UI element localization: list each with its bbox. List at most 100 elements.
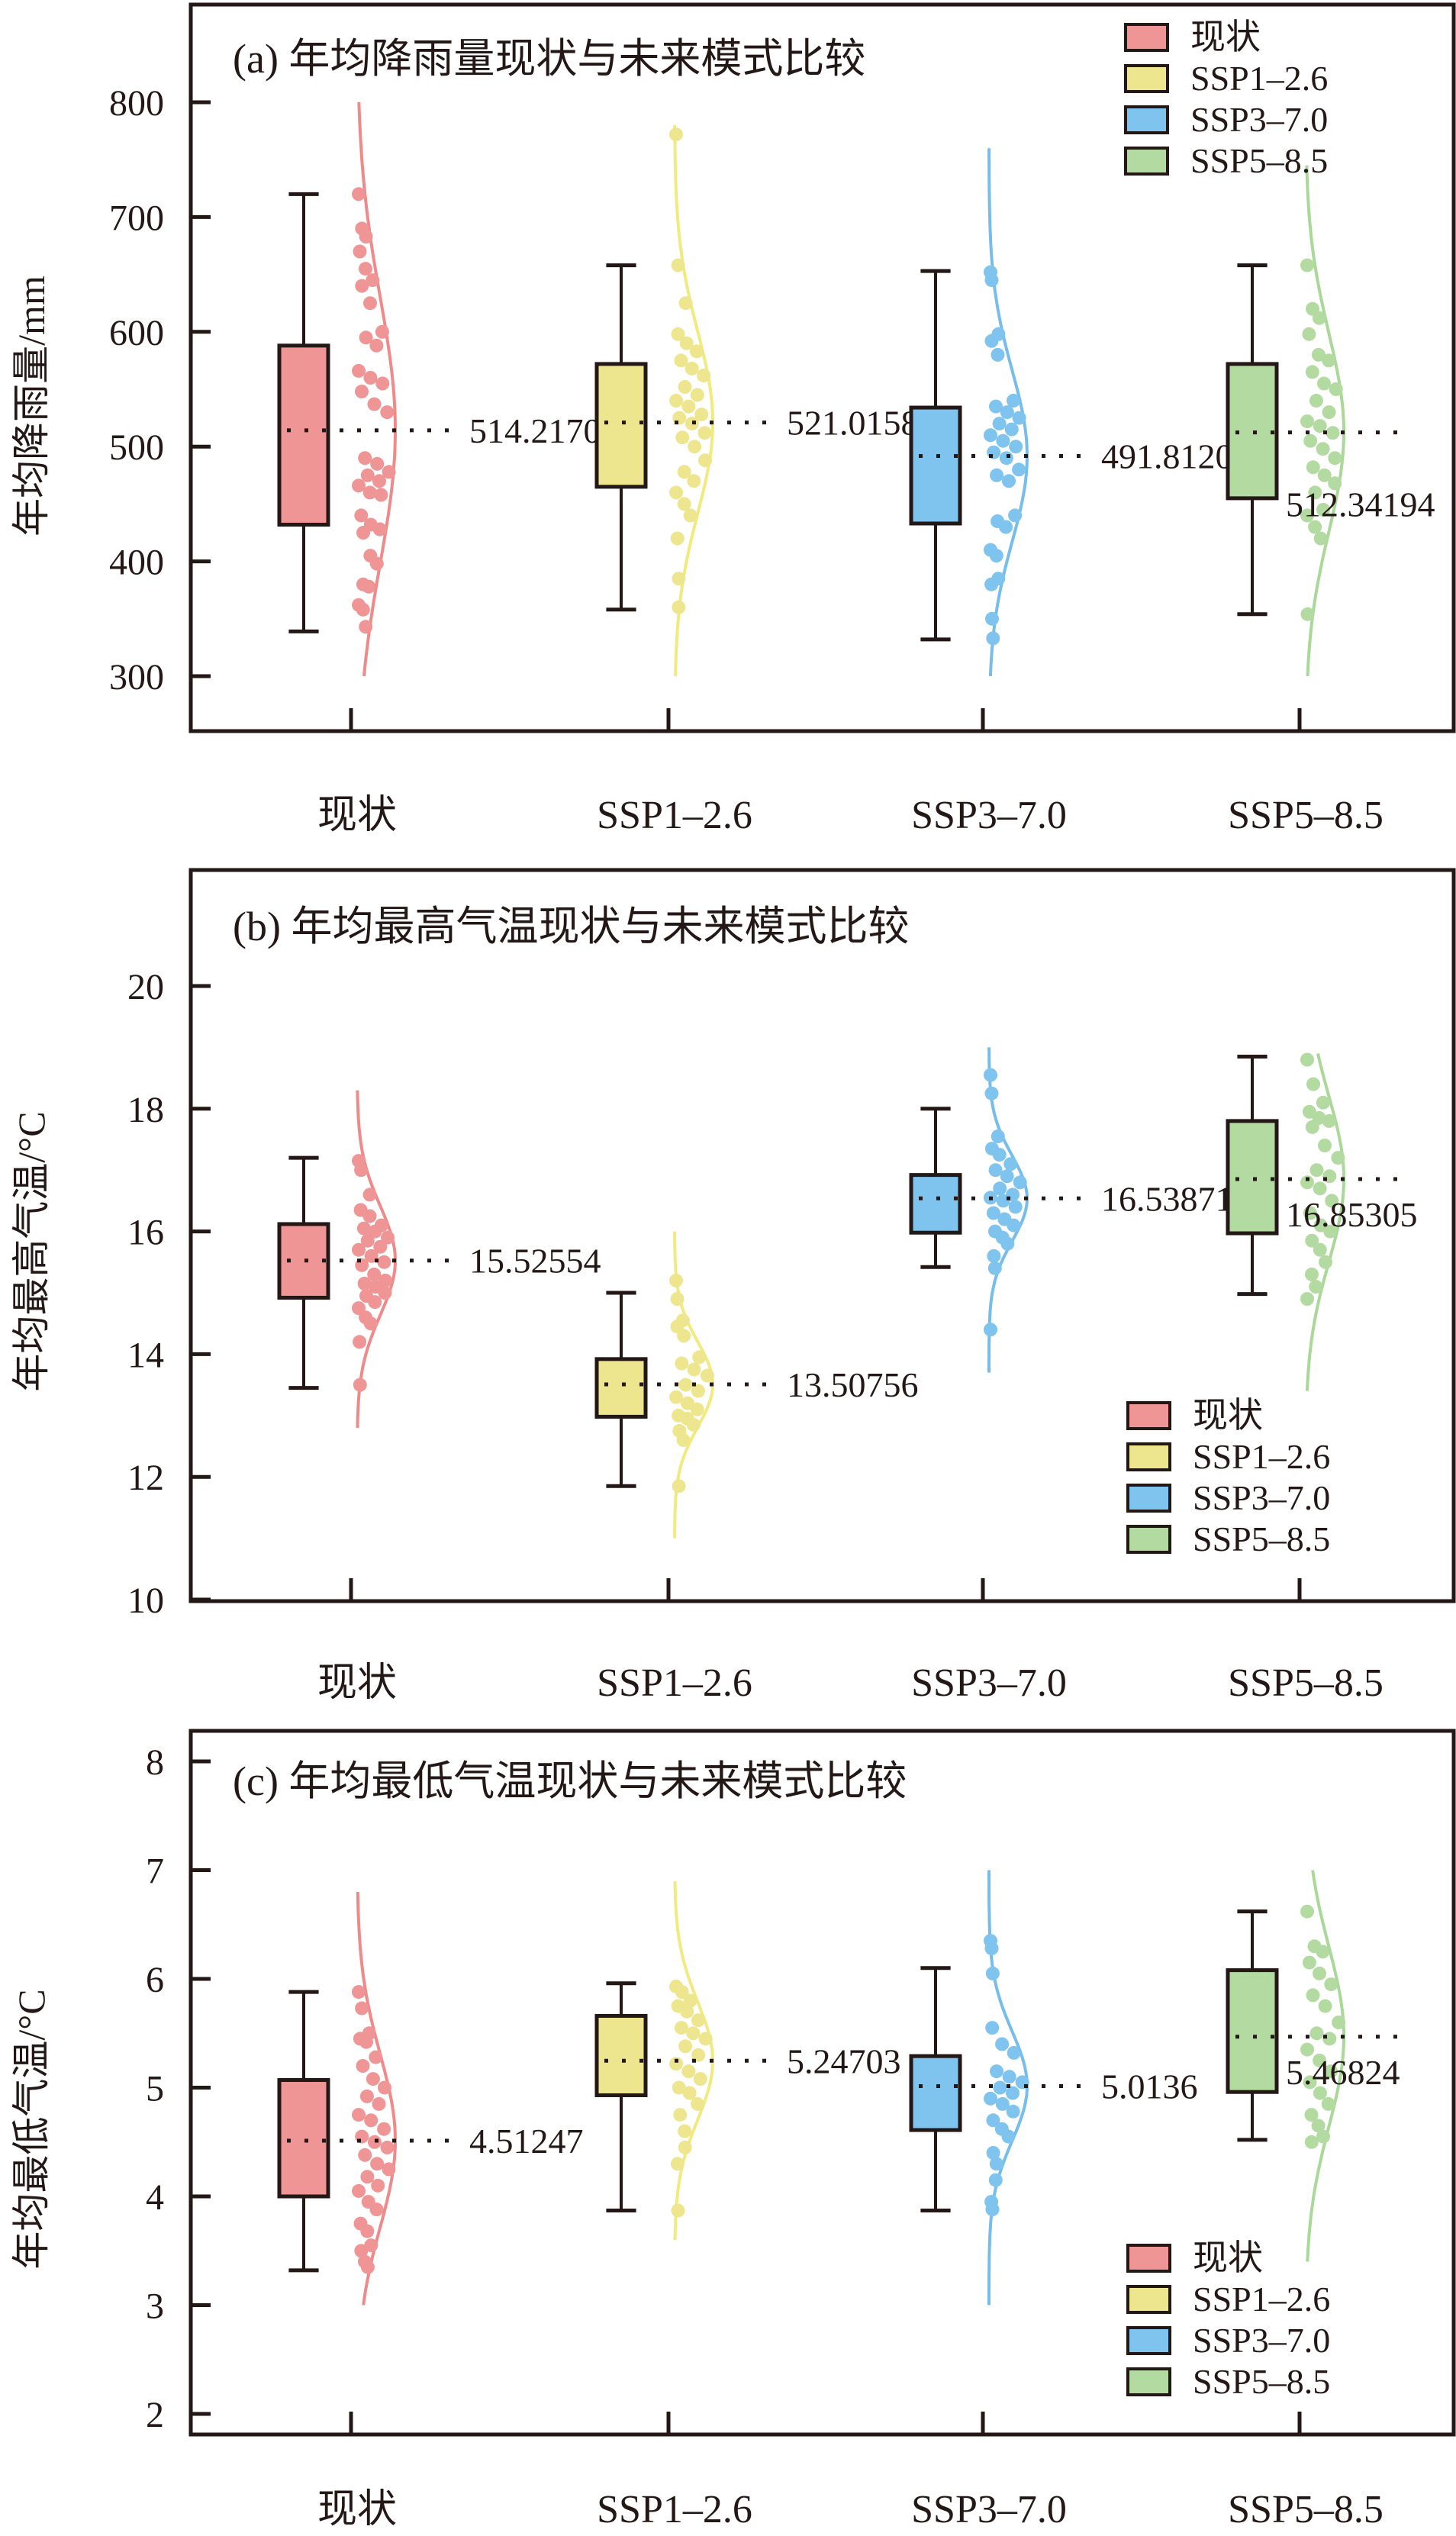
data-point bbox=[380, 405, 395, 420]
y-tick-label: 3 bbox=[146, 2286, 164, 2327]
data-point bbox=[356, 602, 370, 617]
data-point bbox=[1000, 405, 1014, 420]
legend-swatch bbox=[1126, 2367, 1171, 2396]
data-point bbox=[366, 2072, 380, 2086]
data-point bbox=[993, 1181, 1007, 1196]
data-point bbox=[990, 468, 1004, 482]
series-3: 5.46824 bbox=[1226, 1870, 1410, 2262]
data-point bbox=[1318, 1139, 1332, 1152]
legend-swatch bbox=[1126, 1401, 1171, 1430]
data-point bbox=[984, 1068, 997, 1082]
legend-swatch bbox=[1126, 2244, 1171, 2273]
data-point bbox=[359, 2035, 373, 2049]
box bbox=[594, 362, 648, 489]
data-point bbox=[1305, 365, 1319, 379]
data-point bbox=[992, 417, 1007, 431]
data-point bbox=[687, 474, 701, 488]
data-point bbox=[991, 347, 1005, 362]
legend-label: SSP1–2.6 bbox=[1193, 2280, 1330, 2318]
data-point bbox=[690, 1402, 704, 1416]
data-point bbox=[1306, 1077, 1320, 1091]
data-point bbox=[690, 388, 704, 402]
data-point bbox=[364, 2113, 378, 2128]
plot-frame bbox=[188, 1729, 1456, 2437]
x-tick-label: SSP1–2.6 bbox=[597, 2488, 752, 2531]
data-point bbox=[996, 1194, 1010, 1208]
data-point bbox=[680, 2004, 694, 2019]
series-1: 13.50756 bbox=[594, 1231, 919, 1539]
data-point bbox=[984, 577, 999, 591]
data-point bbox=[677, 497, 691, 511]
box bbox=[594, 2013, 648, 2097]
box bbox=[1226, 1119, 1279, 1236]
data-point bbox=[677, 465, 691, 479]
data-point bbox=[688, 440, 702, 454]
y-tick-label: 5 bbox=[146, 2069, 164, 2109]
x-tick-label: 现状 bbox=[317, 2488, 397, 2531]
data-point bbox=[687, 1362, 701, 1377]
data-point bbox=[1007, 394, 1020, 408]
data-point bbox=[369, 2050, 383, 2064]
data-point bbox=[693, 2072, 707, 2086]
data-point bbox=[1303, 2075, 1317, 2090]
data-point bbox=[682, 2086, 697, 2100]
data-point bbox=[675, 2021, 688, 2035]
series-1: 521.0158 bbox=[594, 125, 919, 677]
x-tick-label: SSP5–8.5 bbox=[1228, 1661, 1384, 1705]
data-point bbox=[353, 244, 367, 259]
data-point bbox=[355, 1258, 369, 1272]
data-point bbox=[1300, 508, 1314, 523]
data-point bbox=[1313, 2086, 1327, 2100]
data-point bbox=[999, 451, 1013, 466]
legend-swatch bbox=[1124, 147, 1169, 176]
data-point bbox=[674, 353, 688, 368]
data-point bbox=[382, 465, 396, 479]
data-point bbox=[984, 2091, 997, 2106]
legend-label: SSP1–2.6 bbox=[1190, 59, 1328, 98]
y-tick-label: 6 bbox=[146, 1960, 164, 2000]
data-point bbox=[359, 620, 373, 634]
y-tick-label: 800 bbox=[109, 83, 164, 124]
data-point bbox=[378, 2080, 391, 2095]
legend-label: 现状 bbox=[1193, 2238, 1263, 2277]
y-tick-label: 300 bbox=[109, 657, 164, 698]
data-point bbox=[1305, 1267, 1319, 1281]
data-point bbox=[1008, 1200, 1023, 1214]
legend-label: SSP5–8.5 bbox=[1193, 2362, 1330, 2401]
data-point bbox=[670, 1292, 685, 1306]
data-point bbox=[1300, 258, 1314, 272]
data-point bbox=[1304, 2108, 1319, 2122]
panel-title: (c) 年均最低气温现状与未来模式比较 bbox=[233, 1758, 907, 1804]
data-point bbox=[1311, 347, 1326, 362]
data-point bbox=[986, 631, 1000, 646]
legend-swatch bbox=[1124, 105, 1169, 134]
legend-swatch bbox=[1124, 64, 1169, 93]
density-curve bbox=[1305, 165, 1346, 677]
data-point bbox=[367, 2135, 382, 2149]
data-point bbox=[691, 2096, 704, 2111]
data-point bbox=[1328, 451, 1342, 466]
data-point bbox=[362, 485, 377, 500]
legend-swatch bbox=[1126, 2285, 1171, 2314]
data-point bbox=[356, 2059, 370, 2073]
data-point bbox=[683, 508, 697, 523]
data-point bbox=[685, 361, 699, 375]
data-point bbox=[362, 1187, 377, 1202]
data-point bbox=[378, 1273, 392, 1287]
data-point bbox=[694, 408, 709, 422]
density-curve bbox=[1306, 1870, 1345, 2262]
x-tick-label: SSP5–8.5 bbox=[1228, 2488, 1384, 2531]
mean-label: 15.52554 bbox=[469, 1242, 601, 1281]
y-tick-label: 7 bbox=[146, 1851, 164, 1892]
data-point bbox=[362, 1209, 377, 1223]
box bbox=[1226, 1968, 1279, 2094]
data-point bbox=[984, 428, 997, 443]
x-tick-label: SSP3–7.0 bbox=[911, 794, 1067, 837]
data-point bbox=[679, 336, 694, 350]
data-point bbox=[1306, 1988, 1320, 2003]
